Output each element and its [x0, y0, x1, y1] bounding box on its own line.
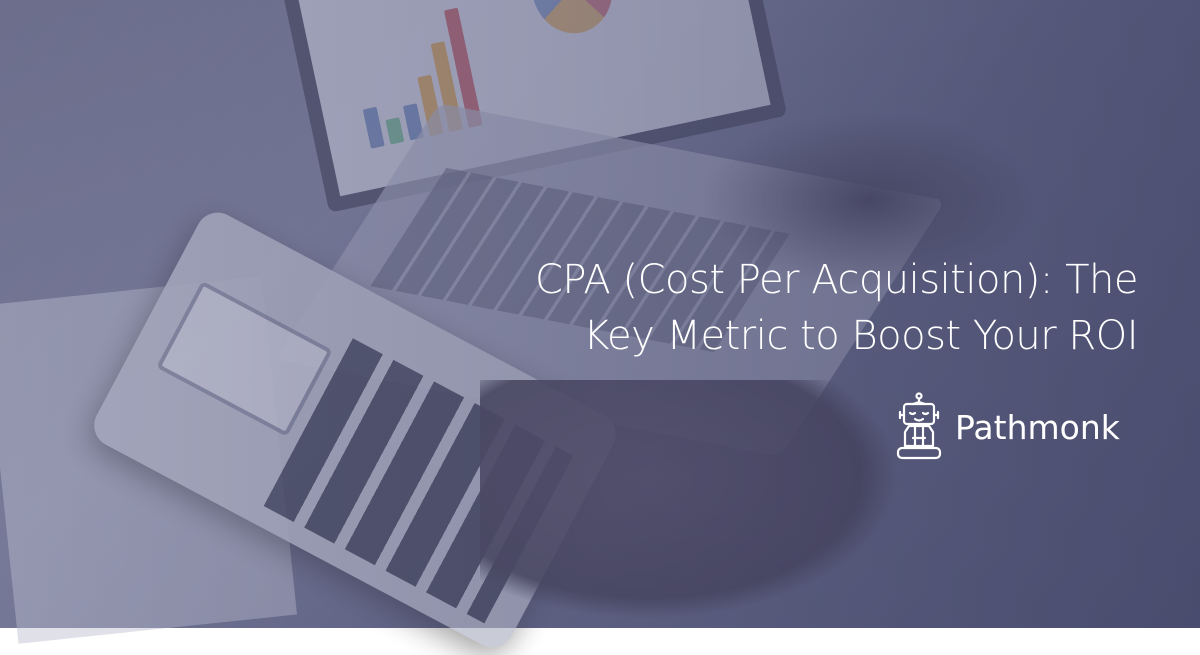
headline-line-2: Key Metric to Boost Your ROI	[583, 313, 1138, 359]
robot-logo-icon	[896, 392, 942, 460]
brand-logo: Pathmonk	[895, 392, 1120, 462]
color-overlay	[0, 0, 1200, 628]
headline-line-1: CPA (Cost Per Acquisition): The	[534, 257, 1139, 303]
brand-name: Pathmonk	[955, 407, 1120, 447]
headline: CPA (Cost Per Acquisition): The Key Metr…	[498, 252, 1139, 364]
